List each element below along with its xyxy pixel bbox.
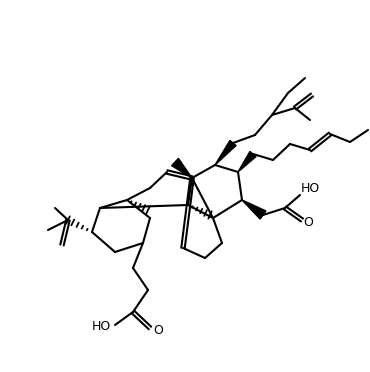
Text: HO: HO — [300, 183, 320, 196]
Polygon shape — [215, 141, 236, 165]
Text: O: O — [303, 215, 313, 228]
Polygon shape — [242, 200, 266, 219]
Polygon shape — [172, 158, 192, 178]
Text: HO: HO — [91, 321, 111, 334]
Polygon shape — [238, 151, 256, 172]
Text: O: O — [153, 324, 163, 337]
